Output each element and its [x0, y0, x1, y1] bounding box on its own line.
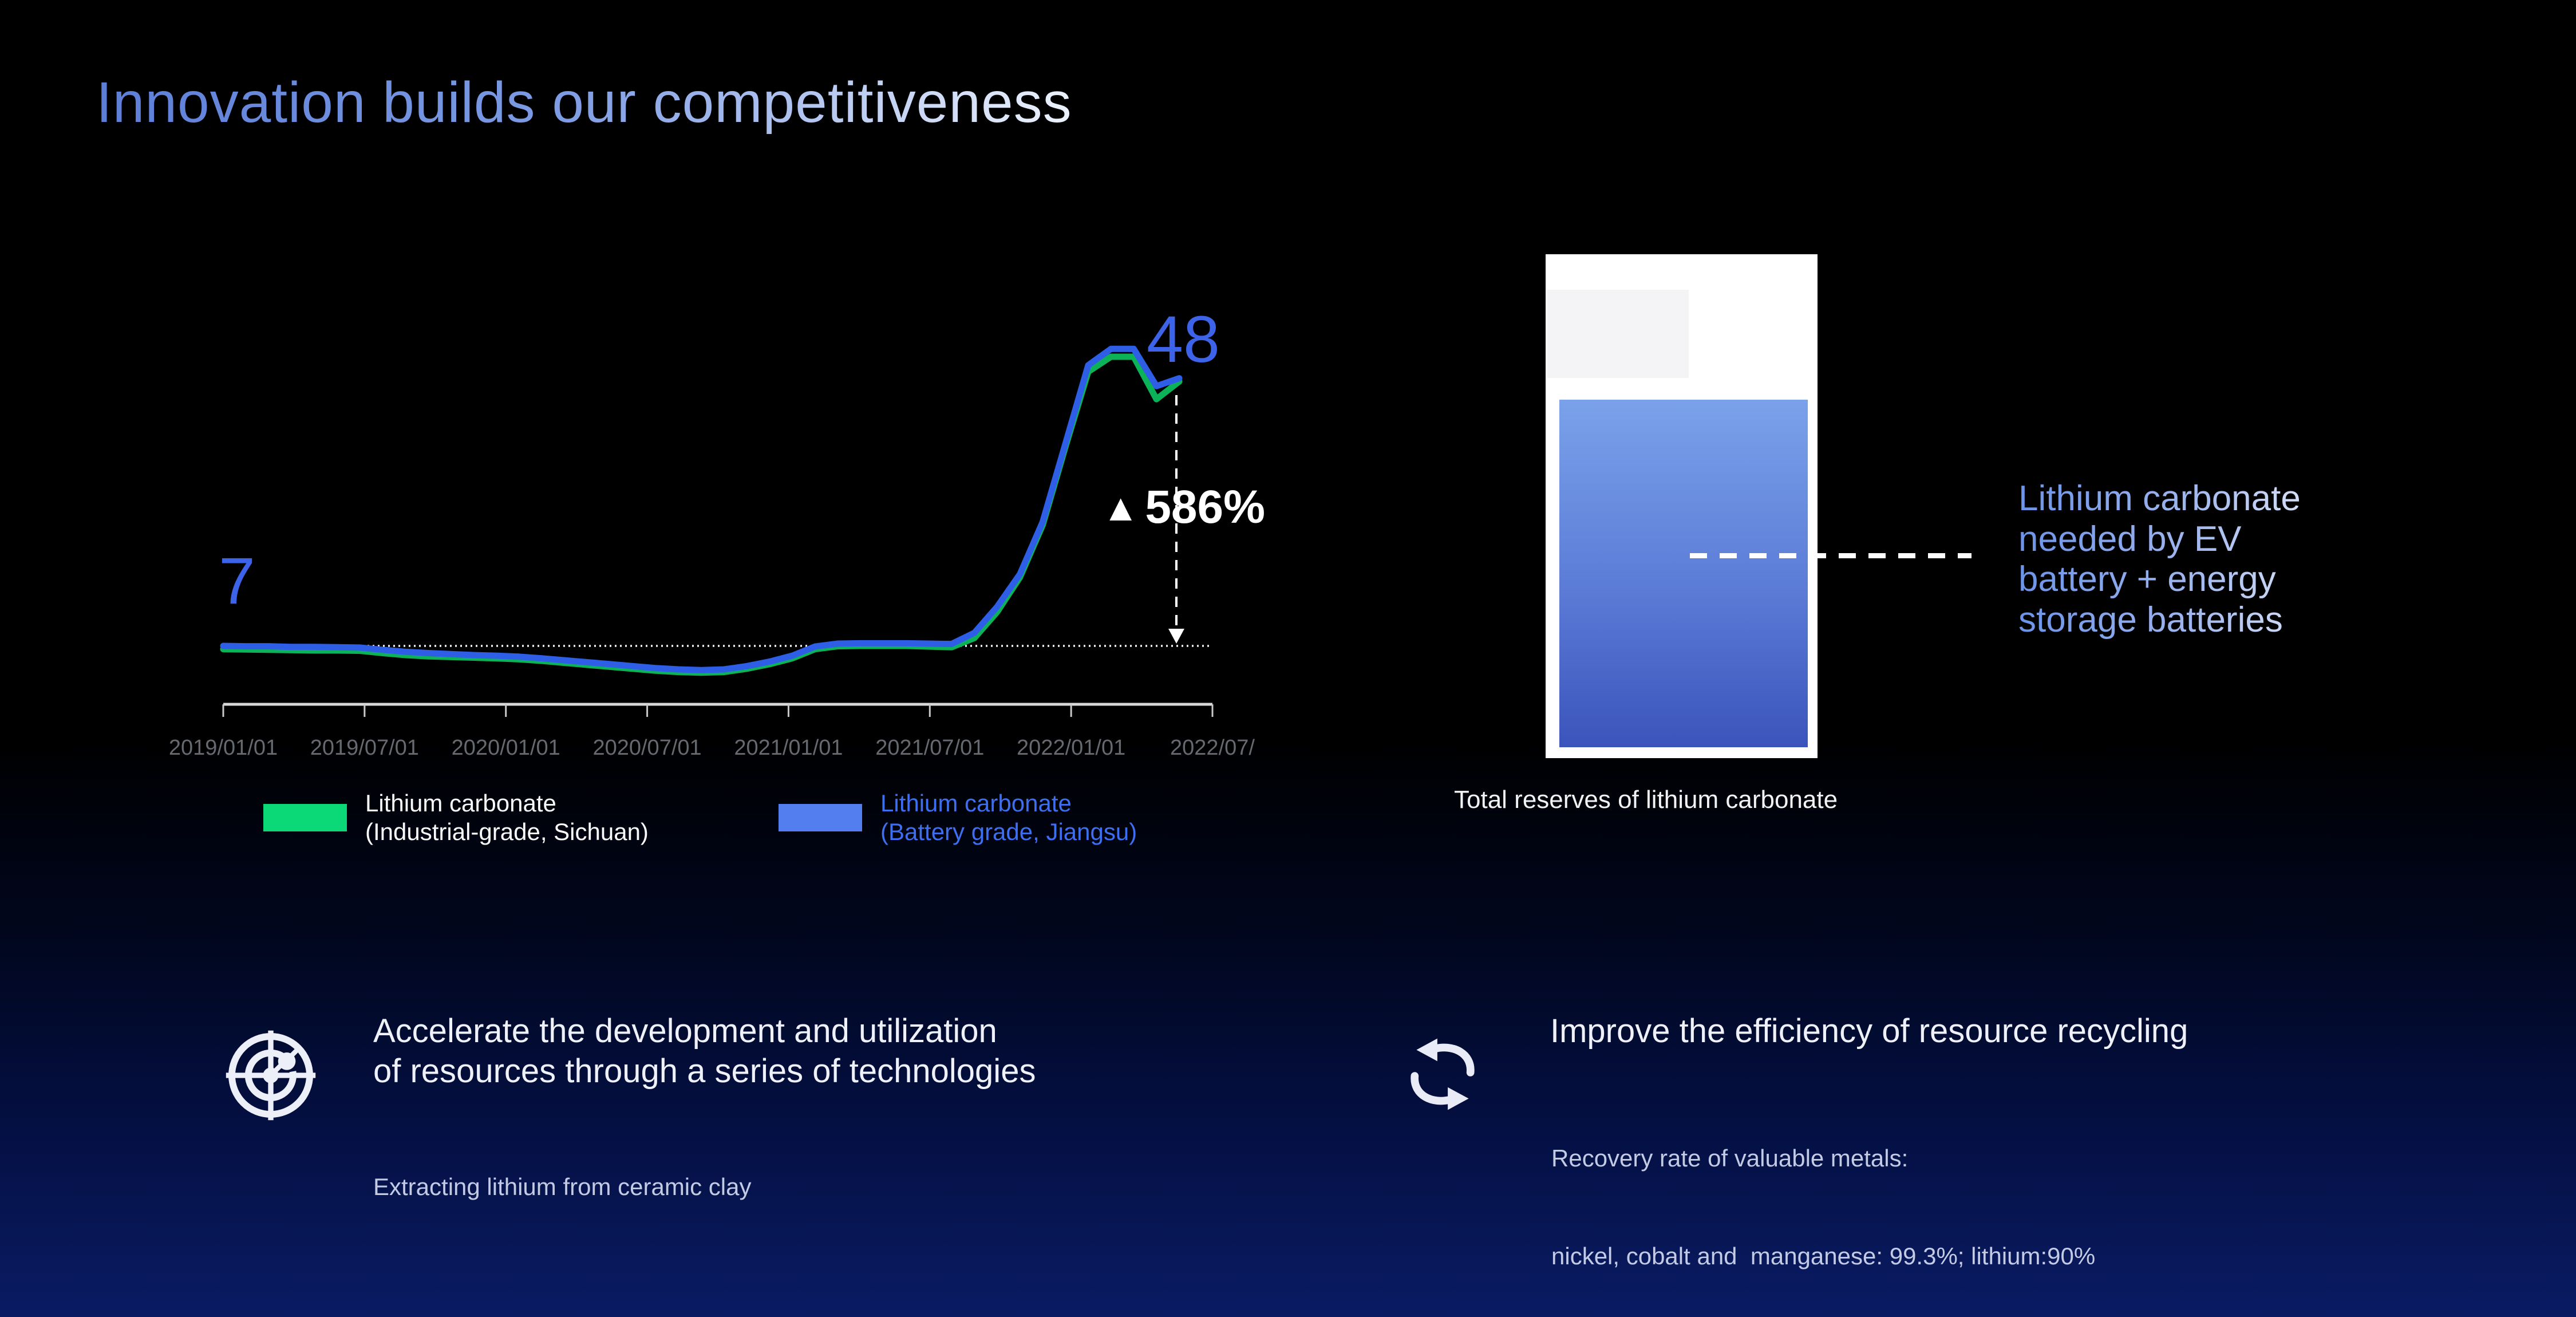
change-drop-arrowhead — [1168, 629, 1184, 644]
series-industrial-grade-line — [220, 353, 1183, 676]
section-heading-line: of resources through a series of technol… — [373, 1052, 1036, 1090]
x-axis-label: 2020/01/01 — [451, 736, 560, 760]
price-line-chart — [220, 345, 1214, 717]
section-subtext-line: nickel, cobalt and manganese: 99.3%; lit… — [1551, 1243, 2096, 1269]
x-axis-label: 2020/07/01 — [592, 736, 702, 760]
legend-label-line: (Battery grade, Jiangsu) — [880, 818, 1137, 845]
reserves-box-shade — [1547, 290, 1689, 378]
section-left-subtext: Extracting lithium from ceramic clay — [373, 1105, 752, 1236]
legend-swatch-green — [263, 804, 347, 831]
recycle-loop-icon — [1411, 1038, 1475, 1110]
reserves-container-box — [1546, 254, 1818, 758]
series-battery-grade-line — [220, 345, 1183, 673]
section-subtext-line: Recovery rate of valuable metals: — [1551, 1145, 1909, 1172]
radar-target-icon — [226, 1030, 316, 1121]
chart-start-value-label: 7 — [219, 545, 255, 618]
reserves-note-line: battery + energy — [2018, 559, 2276, 600]
reserves-fill-bar — [1559, 400, 1808, 747]
x-axis-label: 2021/01/01 — [734, 736, 843, 760]
legend-label-line: Lithium carbonate — [880, 790, 1072, 817]
x-axis-label: 2019/01/01 — [168, 736, 278, 760]
up-triangle-icon: ▲ — [1102, 486, 1140, 529]
percent-change-callout: ▲ 586% — [1102, 484, 1265, 531]
reserves-note: Lithium carbonate needed by EV battery +… — [2018, 479, 2396, 641]
page-title: Innovation builds our competitiveness — [96, 70, 1072, 135]
legend-item-battery: Lithium carbonate (Battery grade, Jiangs… — [779, 789, 1137, 846]
section-heading-line: Improve the efficiency of resource recyc… — [1550, 1012, 2188, 1050]
reserves-note-line: storage batteries — [2018, 600, 2283, 640]
legend-item-industrial: Lithium carbonate (Industrial-grade, Sic… — [263, 789, 649, 846]
section-right-heading: Improve the efficiency of resource recyc… — [1550, 1011, 2188, 1051]
reserves-note-line: Lithium carbonate — [2018, 479, 2301, 518]
legend-label-industrial: Lithium carbonate (Industrial-grade, Sic… — [365, 789, 649, 846]
x-axis-ticks — [222, 704, 1214, 717]
x-axis-label: 2022/01/01 — [1017, 736, 1126, 760]
section-right-subtext: Recovery rate of valuable metals: nickel… — [1551, 1077, 2095, 1305]
x-axis-label: 2019/07/01 — [310, 736, 419, 760]
x-axis-label: 2021/07/01 — [875, 736, 985, 760]
legend-label-line: Lithium carbonate — [365, 790, 556, 817]
reserves-caption: Total reserves of lithium carbonate — [1454, 786, 1838, 814]
reserves-dashed-connector — [1690, 553, 1971, 558]
x-axis-label: 2022/07/ — [1170, 736, 1255, 760]
percent-change-value: 586% — [1145, 481, 1266, 533]
legend-label-line: (Industrial-grade, Sichuan) — [365, 818, 649, 845]
legend-label-battery: Lithium carbonate (Battery grade, Jiangs… — [880, 789, 1137, 846]
chart-end-value-label: 48 — [1147, 303, 1220, 376]
section-left-heading: Accelerate the development and utilizati… — [373, 1011, 1036, 1091]
reserves-note-line: needed by EV — [2018, 519, 2242, 559]
section-heading-line: Accelerate the development and utilizati… — [373, 1012, 997, 1050]
legend-swatch-blue — [779, 804, 862, 831]
section-subtext-line: Extracting lithium from ceramic clay — [373, 1173, 752, 1200]
